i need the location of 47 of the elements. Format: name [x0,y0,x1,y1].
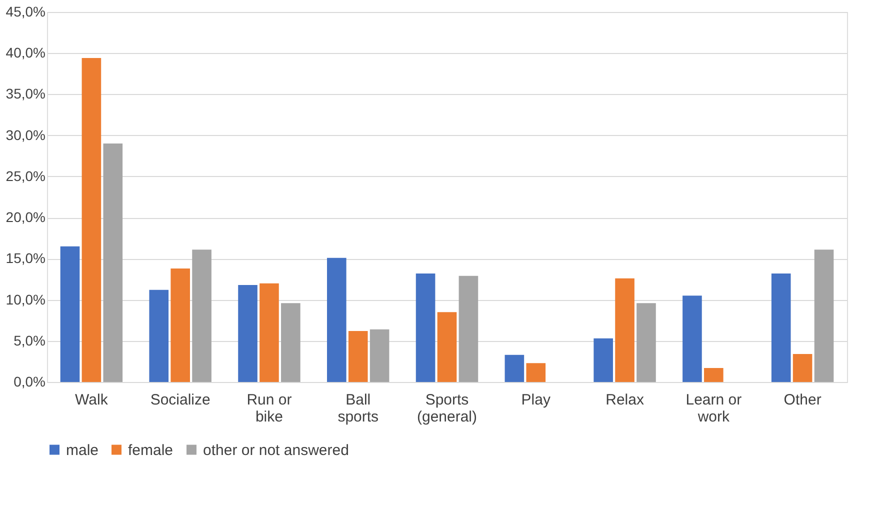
y-tick-label: 0,0% [14,374,46,390]
x-tick-label: Run or bike [246,392,292,426]
y-tick-label: 45,0% [6,4,46,20]
y-tick-label: 30,0% [6,126,46,143]
bar [416,273,436,382]
x-tick-label: Socialize [150,392,210,408]
bar [192,250,212,382]
y-tick-label: 5,0% [14,332,46,348]
bar [526,363,546,382]
y-tick-label: 15,0% [6,250,46,266]
legend-label: female [128,442,174,459]
bar [504,354,524,382]
x-tick-label: Sports (general) [416,392,478,426]
bar [82,58,102,382]
x-tick-label: Play [521,392,551,408]
x-tick-label: Other [784,392,822,408]
bar [704,368,724,382]
bar [771,273,791,382]
y-tick-label: 40,0% [6,44,46,61]
bar [327,258,346,382]
bar [458,276,478,382]
bar [370,329,390,382]
y-tick-label: 10,0% [6,291,46,308]
bar [792,354,812,382]
bar [281,303,300,382]
bar [437,312,457,382]
bar [814,250,834,382]
bar [682,296,702,382]
bar [348,331,368,382]
bar [260,283,279,382]
x-tick-label: Relax [606,392,644,408]
bar [103,144,123,382]
y-tick-label: 25,0% [6,168,46,184]
x-tick-label: Walk [75,392,108,408]
x-tick-label: Ball sports [338,392,379,426]
legend-label: male [66,442,99,459]
y-tick-label: 20,0% [6,209,46,226]
bar [170,268,190,382]
bar [636,303,656,382]
bar [60,246,80,382]
x-tick-label: Learn or work [686,392,742,426]
y-tick-label: 35,0% [6,86,46,102]
bar [615,278,634,382]
legend-label: other or not answered [203,442,349,459]
bar [149,290,169,382]
bar [594,338,613,382]
bar [238,284,258,382]
